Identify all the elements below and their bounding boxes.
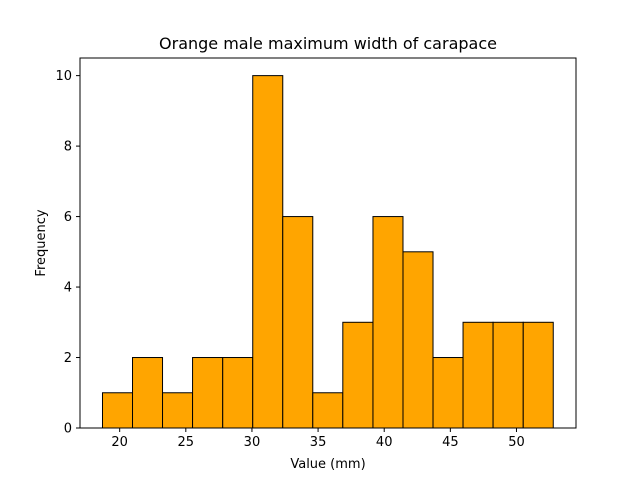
histogram-bar [342, 321, 374, 429]
histogram-bar [222, 357, 254, 429]
bars-layer [101, 75, 554, 429]
y-axis-ticks: 0 2 4 6 8 10 [55, 69, 80, 437]
histogram-bar [462, 321, 494, 429]
y-tick-label: 6 [64, 210, 72, 225]
histogram-bar [522, 321, 554, 429]
histogram-bar [372, 216, 404, 429]
plot-frame [79, 57, 577, 429]
x-tick-label: 35 [310, 435, 327, 450]
histogram-bar [312, 392, 344, 429]
y-tick-label: 10 [55, 69, 72, 84]
histogram-bar [282, 216, 314, 429]
x-axis-ticks: 20 25 30 35 40 45 50 [111, 428, 525, 450]
histogram-bar [132, 357, 164, 429]
x-tick-label: 25 [178, 435, 195, 450]
x-tick-label: 45 [442, 435, 459, 450]
histogram-bar [192, 357, 224, 429]
histogram-bar [402, 251, 434, 429]
chart-title: Orange male maximum width of carapace [159, 34, 497, 53]
y-axis-label: Frequency [34, 209, 49, 276]
histogram-bar [492, 321, 524, 429]
x-tick-label: 20 [111, 435, 128, 450]
x-axis-label: Value (mm) [290, 457, 365, 472]
x-tick-label: 30 [244, 435, 261, 450]
y-tick-label: 8 [64, 140, 72, 155]
y-tick-label: 0 [64, 422, 72, 437]
histogram-bar [101, 392, 134, 429]
y-tick-label: 2 [64, 351, 72, 366]
histogram-bar [252, 75, 284, 429]
histogram-bar [162, 392, 194, 429]
histogram-bar [432, 357, 464, 429]
x-tick-label: 40 [376, 435, 393, 450]
y-tick-label: 4 [64, 281, 72, 296]
x-tick-label: 50 [508, 435, 525, 450]
